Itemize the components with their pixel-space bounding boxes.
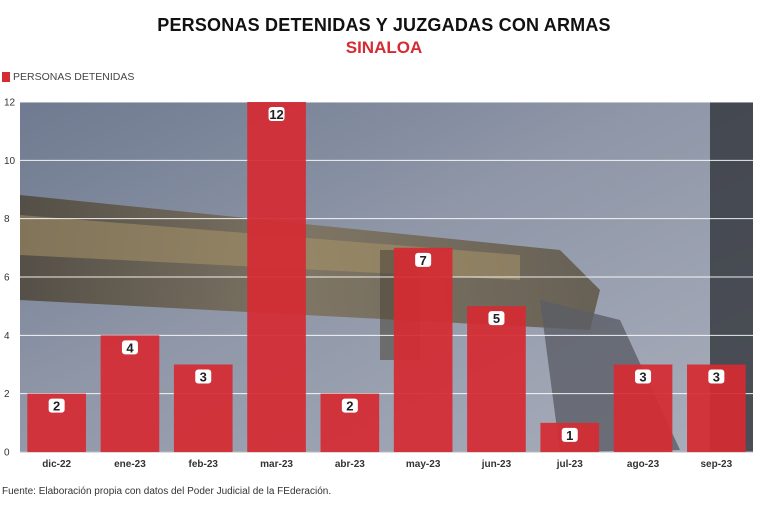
x-tick-label: ene-23 xyxy=(114,459,146,470)
data-label-bg xyxy=(48,398,65,413)
bar-jun-23 xyxy=(467,306,526,452)
legend-swatch xyxy=(2,72,10,82)
x-tick-label: jul-23 xyxy=(556,459,584,470)
data-label: 5 xyxy=(493,311,500,326)
x-tick-label: ago-23 xyxy=(627,459,660,470)
data-label: 4 xyxy=(126,340,134,355)
data-label: 3 xyxy=(713,370,720,385)
data-label: 12 xyxy=(269,107,283,122)
chart-title: PERSONAS DETENIDAS Y JUZGADAS CON ARMAS xyxy=(157,15,611,35)
data-label-bg xyxy=(488,311,505,326)
y-axis: 0 2 4 6 8 10 12 xyxy=(4,98,16,459)
bar-ene-23 xyxy=(100,335,160,452)
x-tick-label: abr-23 xyxy=(335,459,365,470)
bar-mar-23 xyxy=(247,102,306,452)
x-tick-label: mar-23 xyxy=(260,459,293,470)
data-label: 1 xyxy=(566,428,573,443)
y-tick-label: 0 xyxy=(4,448,10,459)
data-label-bg xyxy=(708,369,725,384)
data-label: 2 xyxy=(346,399,353,414)
bar-may-23 xyxy=(393,247,453,452)
data-label-bg xyxy=(268,107,285,121)
bars: 2 4 3 12 2 7 5 1 3 3 xyxy=(27,102,746,452)
data-label-bg xyxy=(635,369,652,384)
y-tick-label: 6 xyxy=(4,273,10,284)
x-tick-label: feb-23 xyxy=(189,459,219,470)
x-tick-label: jun-23 xyxy=(481,459,512,470)
data-label-bg xyxy=(121,340,138,355)
chart-subtitle: SINALOA xyxy=(345,38,423,57)
y-tick-label: 10 xyxy=(4,156,16,167)
legend: PERSONAS DETENIDAS xyxy=(2,71,134,83)
y-tick-label: 12 xyxy=(4,98,16,109)
data-label: 7 xyxy=(420,253,427,268)
legend-label: PERSONAS DETENIDAS xyxy=(13,71,135,83)
data-label-bg xyxy=(561,427,578,442)
x-axis: dic-22 ene-23 feb-23 mar-23 abr-23 may-23 jun-… xyxy=(42,459,732,470)
source-note: Fuente: Elaboración propia con datos del… xyxy=(2,486,332,497)
data-label: 3 xyxy=(639,370,646,385)
y-tick-label: 2 xyxy=(4,389,10,400)
data-label: 3 xyxy=(200,370,207,385)
x-tick-label: may-23 xyxy=(406,459,441,470)
data-label-bg xyxy=(415,252,432,267)
data-label-bg xyxy=(195,369,212,384)
data-label-bg xyxy=(341,398,358,413)
x-tick-label: dic-22 xyxy=(42,459,71,470)
data-label: 2 xyxy=(53,399,60,414)
x-tick-label: sep-23 xyxy=(701,459,733,470)
y-tick-label: 8 xyxy=(4,214,10,225)
y-tick-label: 4 xyxy=(4,331,10,342)
